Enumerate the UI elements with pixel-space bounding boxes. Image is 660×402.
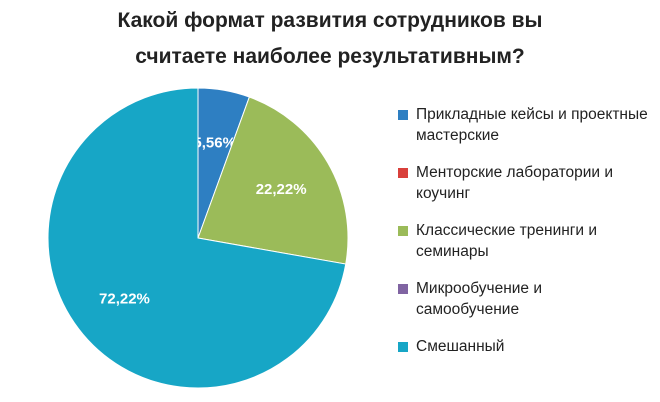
data-label: 5,56% — [193, 134, 236, 151]
legend-swatch — [398, 284, 408, 294]
data-label: 72,22% — [99, 291, 150, 308]
legend-item: Менторские лаборатории и коучинг — [398, 162, 648, 204]
legend-label: Микрообучение и самообучение — [416, 280, 542, 318]
legend-label: Прикладные кейсы и проектные мастерские — [416, 106, 648, 144]
legend-label: Менторские лаборатории и коучинг — [416, 164, 614, 202]
legend-label: Смешанный — [416, 338, 505, 355]
chart-title: Какой формат развития сотрудников вы — [118, 9, 543, 32]
legend-swatch — [398, 226, 408, 236]
legend-item: Классические тренинги и семинары — [398, 220, 648, 262]
data-label: 22,22% — [256, 181, 307, 198]
legend-swatch — [398, 342, 408, 352]
legend-label: Классические тренинги и семинары — [416, 222, 598, 260]
legend: Прикладные кейсы и проектные мастерские М… — [398, 104, 648, 373]
pie-slice — [47, 87, 347, 389]
legend-item: Микрообучение и самообучение — [398, 278, 648, 320]
pie-slice — [197, 96, 349, 265]
legend-item: Смешанный — [398, 336, 648, 357]
chart-title: считаете наиболее результативным? — [135, 45, 524, 68]
legend-swatch — [398, 110, 408, 120]
legend-item: Прикладные кейсы и проектные мастерские — [398, 104, 648, 146]
legend-swatch — [398, 168, 408, 178]
